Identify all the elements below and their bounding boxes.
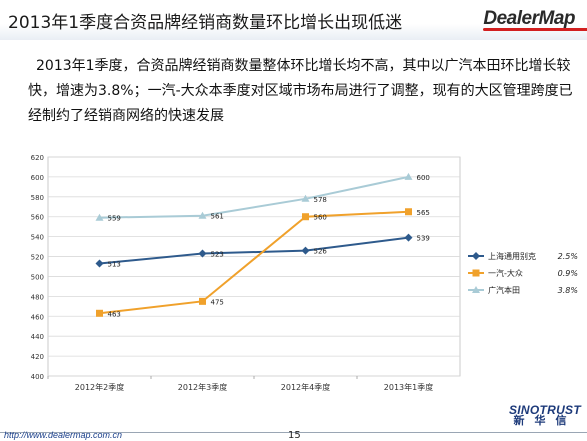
data-point	[96, 309, 103, 317]
y-tick-label: 420	[31, 353, 44, 361]
y-tick-label: 580	[31, 194, 44, 202]
summary-paragraph: 2013年1季度，合资品牌经销商数量整体环比增长均不高，其中以广汽本田环比增长较…	[28, 54, 573, 129]
legend-growth-rate: 2.5%	[558, 252, 578, 261]
data-label: 475	[211, 298, 224, 306]
data-label: 513	[108, 261, 121, 269]
data-label: 559	[108, 215, 121, 223]
page-title: 2013年1季度合资品牌经销商数量环比增长出现低迷	[8, 13, 403, 33]
summary-text: 2013年1季度，合资品牌经销商数量整体环比增长均不高，其中以广汽本田环比增长较…	[28, 58, 573, 124]
legend-marker	[472, 286, 480, 293]
y-tick-label: 500	[31, 273, 44, 281]
data-point	[405, 208, 412, 216]
y-tick-label: 460	[31, 313, 44, 321]
data-label: 463	[108, 310, 121, 318]
logo-text: DealerMap	[483, 8, 575, 29]
y-tick-label: 600	[31, 174, 44, 182]
data-point	[198, 211, 207, 219]
data-point	[404, 233, 413, 242]
data-label: 565	[417, 209, 430, 217]
y-tick-label: 520	[31, 254, 44, 262]
line-chart: 400 420 440 460 480 500 520 540 560 580 600 620 2012…	[31, 154, 578, 392]
legend-label: 上海通用别克	[488, 251, 536, 261]
series-line	[99, 175, 409, 219]
y-tick-label: 400	[31, 373, 44, 381]
y-tick-label: 440	[31, 333, 44, 341]
y-tick-label: 540	[31, 234, 44, 242]
x-tick-label: 2012年3季度	[178, 382, 227, 392]
x-tick-label: 2013年1季度	[384, 382, 433, 392]
sinotrust-logo-en: SINOTRUST	[508, 403, 581, 417]
y-tick-label: 480	[31, 293, 44, 301]
data-label: 600	[417, 174, 430, 182]
legend-growth-rate: 3.8%	[558, 286, 578, 295]
x-tick-label: 2012年2季度	[75, 382, 124, 392]
dealermap-logo: DealerMap	[483, 8, 587, 31]
legend-marker	[472, 252, 480, 260]
sinotrust-logo: SINOTRUST 新华信	[508, 403, 581, 427]
data-label: 539	[417, 235, 430, 243]
data-label: 523	[211, 251, 224, 259]
data-label: 561	[211, 213, 224, 221]
legend-marker	[472, 269, 480, 277]
sinotrust-logo-cn: 新华信	[513, 415, 577, 427]
data-point	[302, 213, 309, 221]
page-number: 15	[288, 430, 301, 441]
legend-label: 广汽本田	[488, 285, 520, 295]
series-line	[99, 210, 409, 315]
series-line	[99, 236, 409, 265]
data-point	[95, 213, 104, 221]
data-point	[404, 172, 413, 180]
data-point	[95, 259, 104, 268]
logo-swoosh-icon	[483, 28, 587, 31]
data-point	[198, 249, 207, 258]
footer-url[interactable]: http://www.dealermap.com.cn	[4, 430, 123, 440]
data-point	[301, 194, 310, 202]
data-point	[301, 246, 310, 255]
legend-label: 一汽-大众	[488, 268, 523, 278]
data-label: 526	[314, 248, 328, 256]
y-tick-label: 560	[31, 214, 44, 222]
data-label: 578	[314, 196, 327, 204]
x-tick-label: 2012年4季度	[281, 382, 330, 392]
header-bar	[0, 0, 587, 40]
legend-growth-rate: 0.9%	[558, 269, 578, 278]
footer-divider	[0, 432, 587, 433]
plot-area	[47, 156, 461, 377]
y-tick-label: 620	[31, 154, 44, 162]
data-label: 560	[314, 214, 327, 222]
data-point	[199, 297, 206, 305]
